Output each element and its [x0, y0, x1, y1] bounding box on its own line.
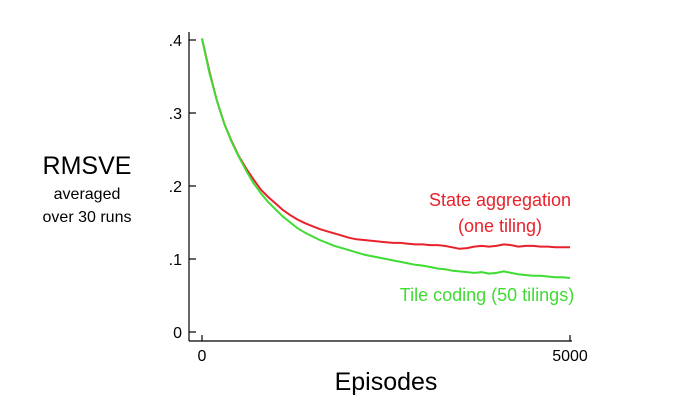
- y-axis-label-main: RMSVE: [43, 152, 132, 180]
- x-axis-label: Episodes: [335, 368, 438, 396]
- series-line-tile-coding: [201, 38, 571, 279]
- y-tick-label: .1: [169, 252, 182, 269]
- x-tick-label: 5000: [552, 348, 588, 365]
- y-tick-label: .4: [169, 33, 182, 50]
- y-axis-label-sub2: over 30 runs: [43, 209, 132, 226]
- y-ticks: 0 .1 .2 .3 .4: [169, 33, 196, 342]
- y-tick-label: 0: [173, 325, 182, 342]
- series-line-state-aggregation: [201, 38, 570, 250]
- x-ticks: 0 5000: [198, 335, 588, 365]
- series-label-state-aggregation-line1: State aggregation: [429, 190, 571, 210]
- series-label-state-aggregation-line2: (one tiling): [458, 216, 542, 236]
- y-tick-label: .2: [169, 179, 182, 196]
- series-label-tile-coding: Tile coding (50 tilings): [400, 285, 574, 305]
- x-tick-label: 0: [198, 348, 207, 365]
- y-tick-label: .3: [169, 106, 182, 123]
- y-axis-label-sub1: averaged: [54, 186, 121, 203]
- series-lines: [201, 38, 571, 279]
